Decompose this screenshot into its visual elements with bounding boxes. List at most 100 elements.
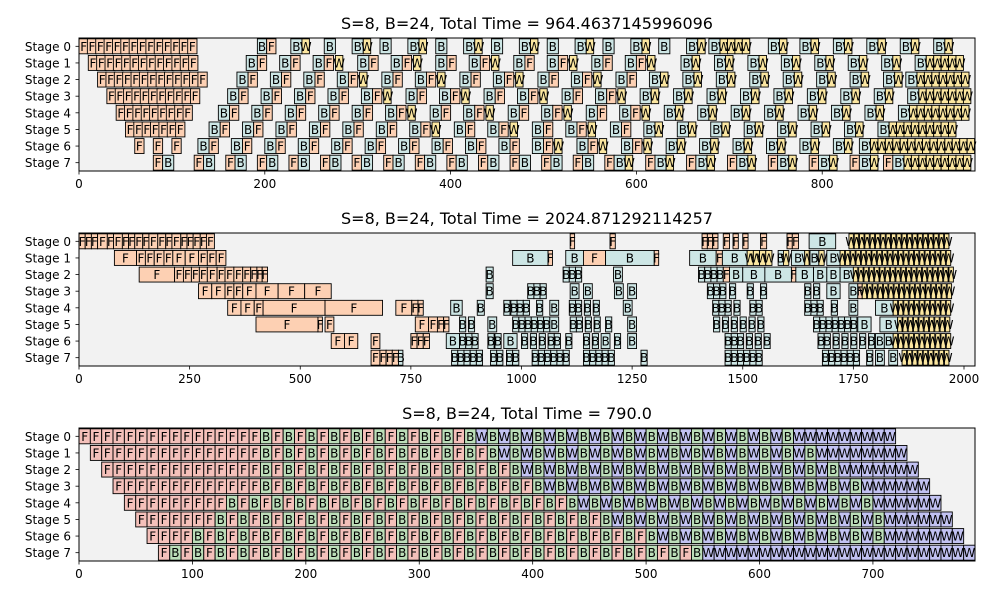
stage-label: Stage 0 (25, 430, 71, 444)
schedule-block-W (784, 88, 793, 105)
schedule-block-B (550, 154, 563, 171)
schedule-block-label: W (759, 496, 771, 510)
schedule-block-label: W (733, 40, 745, 54)
schedule-block-F (569, 233, 576, 250)
schedule-block-label: B (894, 156, 902, 170)
schedule-block-label: F (115, 446, 122, 460)
schedule-block-label: B (375, 430, 383, 444)
schedule-block-W (334, 55, 344, 71)
schedule-block-label: B (300, 156, 308, 170)
schedule-block-label: W (943, 301, 955, 315)
schedule-block-label: B (763, 335, 771, 349)
schedule-block-label: F (114, 235, 121, 249)
schedule-block-label: F (181, 40, 188, 54)
schedule-block-label: W (566, 430, 578, 444)
schedule-block-W (792, 55, 801, 71)
schedule-block-label: F (255, 123, 262, 137)
schedule-block-label: W (931, 123, 943, 137)
schedule-block-label: B (262, 546, 270, 560)
schedule-block-label: B (574, 301, 582, 315)
schedule-block-label: F (792, 235, 799, 249)
schedule-block-B (379, 38, 392, 55)
schedule-block-W (412, 55, 422, 71)
schedule-block-label: B (515, 56, 523, 70)
schedule-block-label: F (199, 73, 206, 87)
schedule-block-label: W (703, 530, 715, 544)
schedule-block-label: B (648, 530, 656, 544)
stage-label: Stage 0 (25, 235, 71, 249)
schedule-block-label: W (816, 90, 828, 104)
schedule-block-label: F (251, 430, 258, 444)
schedule-block-W (775, 104, 784, 121)
schedule-block-label: F (152, 123, 159, 137)
schedule-block-label: B (742, 90, 750, 104)
schedule-block-label: F (188, 251, 195, 265)
schedule-block-F (557, 55, 569, 71)
schedule-block-W (710, 138, 719, 154)
schedule-block-label: B (602, 480, 610, 494)
schedule-block-label: F (365, 480, 372, 494)
schedule-block-label: F (151, 106, 158, 120)
schedule-block-label: W (653, 123, 665, 137)
schedule-block-label: W (959, 106, 971, 120)
schedule-block-label: B (584, 318, 592, 332)
schedule-block-label: B (262, 530, 270, 544)
schedule-block-label: B (701, 140, 709, 154)
schedule-block-label: B (651, 73, 659, 87)
schedule-block-label: F (421, 496, 428, 510)
schedule-block-label: F (81, 430, 88, 444)
schedule-block-label: B (489, 430, 497, 444)
x-tick-label: 1750 (838, 372, 869, 386)
schedule-block-label: F (183, 546, 190, 560)
x-tick-label: 500 (635, 567, 658, 581)
schedule-block-W (928, 233, 934, 250)
schedule-block-label: B (712, 123, 720, 137)
schedule-block-label: W (943, 285, 955, 299)
schedule-block-B (518, 154, 531, 171)
schedule-block-label: B (670, 530, 678, 544)
schedule-block-label: W (942, 318, 954, 332)
schedule-block-label: W (692, 73, 704, 87)
schedule-block-label: F (716, 251, 723, 265)
schedule-block-label: B (626, 251, 634, 265)
schedule-block-label: F (273, 90, 280, 104)
schedule-block-label: F (195, 430, 202, 444)
schedule-block-label: W (884, 446, 896, 460)
schedule-block-label: W (943, 140, 955, 154)
schedule-block-label: B (398, 463, 406, 477)
schedule-block-label: F (638, 56, 645, 70)
schedule-block-label: F (127, 430, 134, 444)
schedule-block-label: B (885, 73, 893, 87)
schedule-block-label: B (627, 56, 635, 70)
schedule-block-label: B (728, 285, 736, 299)
schedule-block-label: F (297, 530, 304, 544)
schedule-block-label: W (884, 546, 896, 560)
schedule-block-label: B (557, 513, 565, 527)
schedule-block-label: W (805, 496, 817, 510)
schedule-block-label: B (330, 463, 338, 477)
schedule-block-label: B (876, 351, 884, 365)
x-tick-label: 600 (625, 177, 648, 191)
schedule-block-label: B (443, 463, 451, 477)
schedule-block-label: F (417, 301, 424, 315)
schedule-block-label: B (466, 463, 474, 477)
schedule-block-label: B (860, 318, 868, 332)
schedule-block-label: B (818, 496, 826, 510)
schedule-block-label: F (742, 235, 749, 249)
stage-label: Stage 1 (25, 56, 71, 70)
schedule-block-label: W (793, 430, 805, 444)
schedule-block-label: B (398, 530, 406, 544)
schedule-block-label: W (771, 430, 783, 444)
schedule-block-label: B (171, 546, 179, 560)
schedule-block-label: B (583, 301, 591, 315)
schedule-block-label: F (259, 56, 266, 70)
schedule-block-label: B (779, 156, 787, 170)
schedule-block-label: F (501, 463, 508, 477)
schedule-block-W (912, 233, 918, 250)
schedule-block-label: F (455, 463, 462, 477)
schedule-block-label: B (795, 496, 803, 510)
schedule-block-label: W (937, 106, 949, 120)
schedule-block-label: B (443, 446, 451, 460)
schedule-block-label: B (339, 73, 347, 87)
schedule-block-label: B (466, 480, 474, 494)
